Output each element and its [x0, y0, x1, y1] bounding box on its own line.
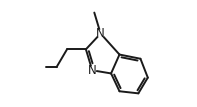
Circle shape [89, 67, 96, 74]
Text: N: N [96, 27, 105, 40]
Circle shape [97, 30, 104, 37]
Text: N: N [88, 64, 97, 77]
